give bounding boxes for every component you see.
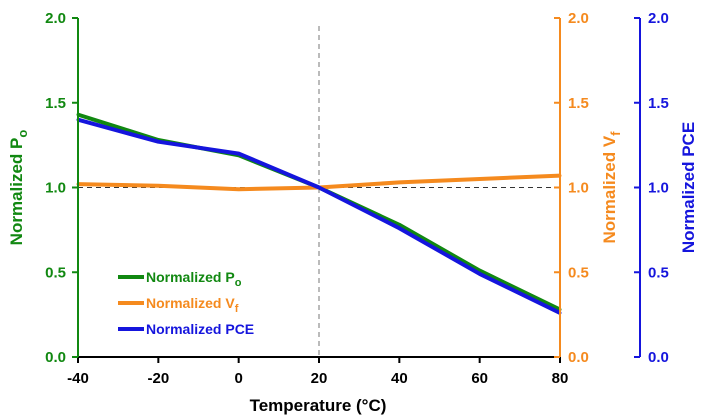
data-point-pce <box>156 140 160 144</box>
data-point-vf <box>237 187 241 191</box>
y-tick-label-pce: 2.0 <box>648 10 669 27</box>
y-tick-label-po: 0.5 <box>45 264 66 281</box>
legend: Normalized Po Normalized Vf Normalized PCE <box>118 269 254 337</box>
x-tick-label: 40 <box>391 370 408 387</box>
data-point-vf <box>397 180 401 184</box>
legend-label-po: Normalized Po <box>146 269 242 289</box>
x-tick-label: 0 <box>234 370 242 387</box>
y-tick-label-po: 2.0 <box>45 10 66 27</box>
y-axis-title-pce: Normalized PCE <box>679 122 698 253</box>
y-tick-label-pce: 0.0 <box>648 349 669 366</box>
x-tick-label: 60 <box>471 370 488 387</box>
data-point-pce <box>478 272 482 276</box>
y-tick-label-pce: 0.5 <box>648 264 669 281</box>
x-tick-label: 20 <box>311 370 328 387</box>
x-axis-title: Temperature (°C) <box>250 396 387 415</box>
series-layer <box>76 112 562 315</box>
data-point-po <box>397 223 401 227</box>
axes-layer: -40 -20 0 20 40 60 80 0.0 0.5 1.0 1.5 2.0 Normalized… <box>7 10 698 387</box>
legend-label-vf: Normalized Vf <box>146 295 239 315</box>
data-point-pce <box>397 226 401 230</box>
y-tick-label-vf: 1.5 <box>568 95 589 112</box>
y-tick-label-vf: 1.0 <box>568 180 589 197</box>
x-tick-label: -40 <box>67 370 89 387</box>
y-tick-label-vf: 2.0 <box>568 10 589 27</box>
y-tick-label-po: 0.0 <box>45 349 66 366</box>
y-tick-label-pce: 1.0 <box>648 180 669 197</box>
y-axis-title-po: Normalized Po <box>7 130 30 246</box>
x-tick-label: 80 <box>552 370 569 387</box>
data-point-pce <box>237 152 241 156</box>
data-point-vf <box>156 184 160 188</box>
reference-lines <box>78 26 560 357</box>
data-point-pce <box>317 186 321 189</box>
y-tick-label-po: 1.5 <box>45 95 66 112</box>
y-tick-label-vf: 0.5 <box>568 264 589 281</box>
data-point-vf <box>478 177 482 181</box>
y-tick-label-pce: 1.5 <box>648 95 669 112</box>
y-tick-label-vf: 0.0 <box>568 349 589 366</box>
y-axis-title-vf: Normalized Vf <box>600 131 623 244</box>
y-tick-label-po: 1.0 <box>45 180 66 197</box>
legend-label-pce: Normalized PCE <box>146 321 254 337</box>
x-tick-label: -20 <box>147 370 169 387</box>
